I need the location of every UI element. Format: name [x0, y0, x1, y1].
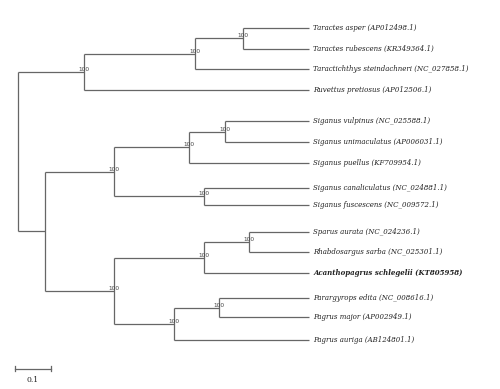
Text: Rhabdosargus sarba (NC_025301.1): Rhabdosargus sarba (NC_025301.1)	[314, 249, 442, 256]
Text: Siganus fuscescens (NC_009572.1): Siganus fuscescens (NC_009572.1)	[314, 201, 439, 209]
Text: Taractes asper (AP012498.1): Taractes asper (AP012498.1)	[314, 24, 417, 32]
Text: 100: 100	[108, 286, 120, 291]
Text: Pagrus auriga (AB124801.1): Pagrus auriga (AB124801.1)	[314, 336, 414, 344]
Text: 100: 100	[183, 142, 194, 147]
Text: 100: 100	[168, 319, 179, 324]
Text: 100: 100	[213, 303, 224, 308]
Text: Siganus vulpinus (NC_025588.1): Siganus vulpinus (NC_025588.1)	[314, 117, 430, 125]
Text: 100: 100	[189, 49, 200, 54]
Text: Pagrus major (AP002949.1): Pagrus major (AP002949.1)	[314, 313, 412, 321]
Text: Parargyrops edita (NC_008616.1): Parargyrops edita (NC_008616.1)	[314, 294, 434, 302]
Text: Siganus canaliculatus (NC_024881.1): Siganus canaliculatus (NC_024881.1)	[314, 184, 447, 192]
Text: 100: 100	[243, 237, 254, 242]
Text: Ruvettus pretiosus (AP012506.1): Ruvettus pretiosus (AP012506.1)	[314, 86, 432, 94]
Text: Siganus puellus (KF709954.1): Siganus puellus (KF709954.1)	[314, 159, 421, 167]
Text: Taractichthys steindachneri (NC_027858.1): Taractichthys steindachneri (NC_027858.1…	[314, 65, 469, 74]
Text: 100: 100	[78, 67, 90, 72]
Text: Acanthopagrus schlegelii (KT805958): Acanthopagrus schlegelii (KT805958)	[314, 269, 463, 277]
Text: 100: 100	[108, 167, 120, 172]
Text: 100: 100	[237, 33, 248, 38]
Text: Taractes rubescens (KR349364.1): Taractes rubescens (KR349364.1)	[314, 45, 434, 53]
Text: 100: 100	[198, 252, 209, 258]
Text: 0.1: 0.1	[26, 376, 39, 384]
Text: 100: 100	[219, 127, 230, 132]
Text: 100: 100	[198, 191, 209, 196]
Text: Sparus aurata (NC_024236.1): Sparus aurata (NC_024236.1)	[314, 228, 420, 236]
Text: Siganus unimaculatus (AP006031.1): Siganus unimaculatus (AP006031.1)	[314, 138, 443, 146]
